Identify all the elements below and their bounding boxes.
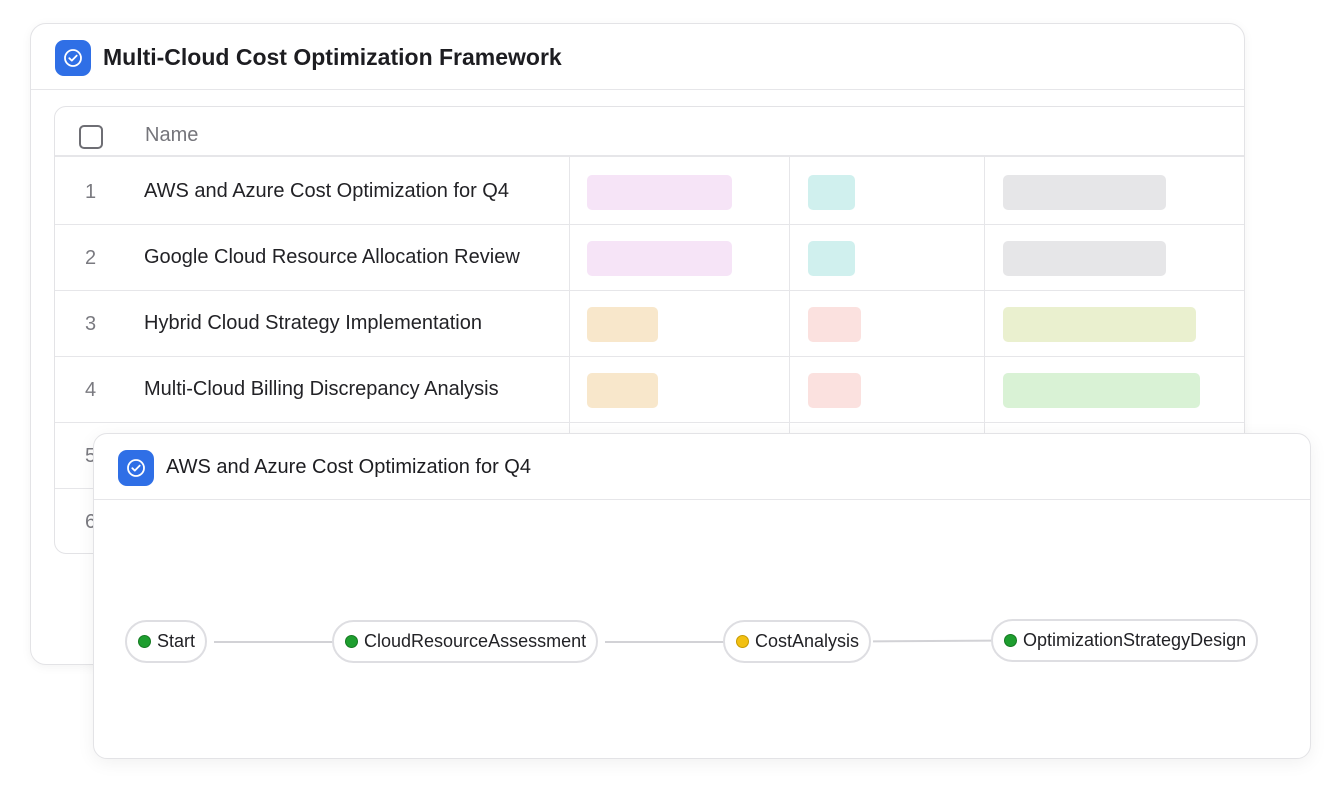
- flow-edge: [872, 639, 994, 643]
- column-header-name[interactable]: Name: [145, 124, 199, 146]
- status-tag[interactable]: [587, 307, 658, 342]
- row-number: 4: [85, 379, 97, 401]
- priority-tag[interactable]: [808, 175, 855, 210]
- column-divider: [984, 157, 985, 553]
- status-tag[interactable]: [587, 175, 732, 210]
- owner-tag[interactable]: [1003, 307, 1196, 342]
- row-number: 2: [85, 247, 97, 269]
- node-label: CostAnalysis: [755, 631, 860, 651]
- node-label: CloudResourceAssessment: [364, 631, 587, 651]
- status-tag[interactable]: [587, 241, 732, 276]
- status-dot-icon: [345, 635, 358, 648]
- priority-tag[interactable]: [808, 373, 861, 408]
- status-dot-icon: [138, 635, 151, 648]
- workflow-diagram: Start CloudResourceAssessment CostAnalys…: [94, 434, 1310, 758]
- select-all-checkbox[interactable]: [79, 125, 103, 149]
- workflow-title: AWS and Azure Cost Optimization for Q4: [166, 456, 531, 478]
- table-header: Name: [55, 107, 1244, 157]
- column-divider: [789, 157, 790, 553]
- row-number: 6: [85, 511, 97, 533]
- row-name[interactable]: Multi-Cloud Billing Discrepancy Analysis: [144, 378, 499, 400]
- table-row[interactable]: 6: [55, 489, 1244, 553]
- flow-node-cost-analysis[interactable]: CostAnalysis: [723, 620, 872, 663]
- owner-tag[interactable]: [1003, 241, 1166, 276]
- status-dot-icon: [1004, 634, 1017, 647]
- flow-edge: [214, 641, 334, 643]
- table-row[interactable]: 1 AWS and Azure Cost Optimization for Q4: [55, 159, 1244, 225]
- row-number: 3: [85, 313, 97, 335]
- node-label: Start: [157, 631, 196, 651]
- status-tag[interactable]: [587, 373, 658, 408]
- status-dot-icon: [736, 635, 749, 648]
- row-name[interactable]: Hybrid Cloud Strategy Implementation: [144, 312, 482, 334]
- owner-tag[interactable]: [1003, 373, 1200, 408]
- column-divider: [569, 157, 570, 553]
- priority-tag[interactable]: [808, 307, 861, 342]
- check-circle-icon: [55, 40, 91, 76]
- table-row[interactable]: 2 Google Cloud Resource Allocation Revie…: [55, 225, 1244, 291]
- check-circle-icon: [118, 450, 154, 486]
- row-number: 1: [85, 181, 97, 203]
- node-label: OptimizationStrategyDesign: [1023, 630, 1247, 650]
- card-header: AWS and Azure Cost Optimization for Q4: [94, 434, 1310, 500]
- flow-node-cloud-resource-assessment[interactable]: CloudResourceAssessment: [332, 620, 599, 663]
- table-row[interactable]: 4 Multi-Cloud Billing Discrepancy Analys…: [55, 357, 1244, 423]
- flow-node-start[interactable]: Start: [125, 620, 208, 663]
- row-name[interactable]: Google Cloud Resource Allocation Review: [144, 246, 520, 268]
- table-row[interactable]: 3 Hybrid Cloud Strategy Implementation: [55, 291, 1244, 357]
- row-number: 5: [85, 445, 97, 467]
- owner-tag[interactable]: [1003, 175, 1166, 210]
- flow-node-optimization-strategy-design[interactable]: OptimizationStrategyDesign: [991, 619, 1259, 662]
- flow-edge: [605, 641, 725, 643]
- row-name[interactable]: AWS and Azure Cost Optimization for Q4: [144, 180, 509, 202]
- priority-tag[interactable]: [808, 241, 855, 276]
- card-header: Multi-Cloud Cost Optimization Framework: [31, 24, 1244, 90]
- workflow-detail-card: AWS and Azure Cost Optimization for Q4 S…: [93, 433, 1311, 759]
- page-title: Multi-Cloud Cost Optimization Framework: [103, 44, 562, 70]
